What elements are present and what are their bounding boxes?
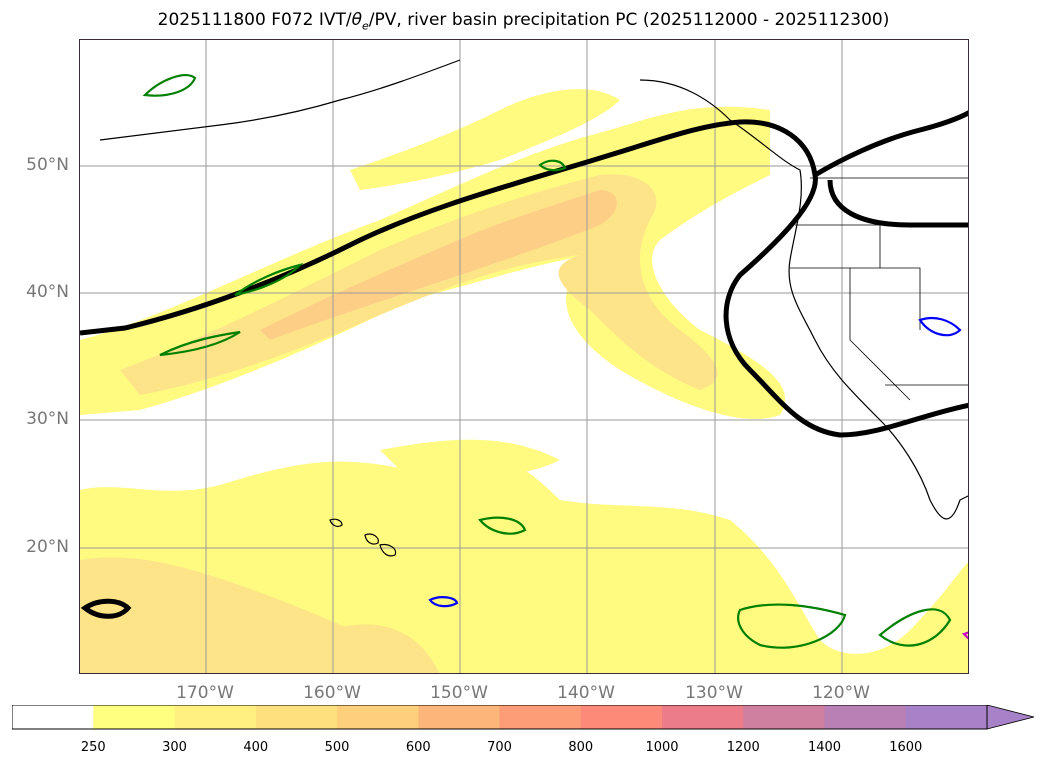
coastline-hawaii-3 xyxy=(379,543,397,557)
border-ca-nv xyxy=(849,268,911,401)
precip-green-7 xyxy=(878,608,952,647)
ivt-400-core xyxy=(260,190,617,340)
colorbar-swatch xyxy=(662,705,744,729)
colorbar-swatch xyxy=(499,705,582,729)
colorbar-tick-label: 1400 xyxy=(807,740,842,755)
colorbar-swatch xyxy=(743,705,826,729)
precip-green-4 xyxy=(538,159,567,172)
colorbar-swatch xyxy=(255,705,338,729)
lat-label-20n: 20°N xyxy=(26,537,69,557)
colorbar-swatch xyxy=(580,705,663,729)
colorbar-tick-label: 1200 xyxy=(726,740,760,755)
colorbar-swatch xyxy=(418,705,501,729)
colorbar-extend-arrow xyxy=(986,705,1035,730)
precip-green-3 xyxy=(159,330,241,357)
ivt-300-band-southeast xyxy=(310,624,439,673)
pv-contour-main xyxy=(80,119,968,438)
pv-contour-east xyxy=(813,110,968,178)
colorbar-outline xyxy=(12,705,988,730)
precip-green-6 xyxy=(737,603,847,649)
colorbar-tick-label: 400 xyxy=(243,740,269,755)
precip-blue-2 xyxy=(918,316,962,337)
precip-green-1 xyxy=(142,74,197,97)
colorbar-tick-label: 800 xyxy=(568,740,594,755)
coastline-hawaii-1 xyxy=(329,518,343,527)
lon-label-170w: 170°W xyxy=(176,683,234,703)
lon-label-120w: 120°W xyxy=(812,683,870,703)
lon-label-130w: 130°W xyxy=(685,683,743,703)
colorbar-swatches xyxy=(12,705,988,729)
lat-label-40n: 40°N xyxy=(26,282,69,302)
precip-green-5 xyxy=(478,516,527,535)
coastline-hawaii-2 xyxy=(364,533,379,545)
colorbar-swatch xyxy=(824,705,907,729)
colorbar-tick-label: 700 xyxy=(487,740,512,755)
pv-contour-closed xyxy=(80,598,132,619)
lon-label-140w: 140°W xyxy=(557,683,615,703)
state-borders xyxy=(790,177,968,401)
figure-title: 2025111800 F072 IVT/θe/PV, river basin p… xyxy=(157,10,890,33)
border-wa-or xyxy=(795,224,881,268)
precip-contours xyxy=(142,74,968,649)
colorbar-tick-label: 1000 xyxy=(645,740,679,755)
precip-blue-1 xyxy=(428,596,459,608)
map-panel xyxy=(79,39,969,674)
colorbar-swatch xyxy=(337,705,419,729)
lat-label-30n: 30°N xyxy=(26,409,69,429)
colorbar-swatch xyxy=(12,705,94,729)
colorbar-swatch xyxy=(93,705,176,729)
lon-label-160w: 160°W xyxy=(303,683,361,703)
lat-label-50n: 50°N xyxy=(26,155,69,175)
coastline-alaska-aleutians xyxy=(99,59,461,141)
colorbar xyxy=(12,705,1035,730)
colorbar-tick-label: 600 xyxy=(405,740,431,755)
lon-label-150w: 150°W xyxy=(430,683,488,703)
border-or-ca xyxy=(790,267,921,330)
precip-magenta-1 xyxy=(961,631,968,640)
colorbar-swatch xyxy=(905,705,988,729)
pv-contour-ridge xyxy=(827,179,968,228)
colorbar-tick-label: 1600 xyxy=(889,740,923,755)
colorbar-tick-label: 300 xyxy=(162,740,187,755)
ivt-250-band-northpacific xyxy=(350,89,620,190)
graticule xyxy=(80,40,968,673)
map-svg xyxy=(80,40,968,673)
precip-green-2 xyxy=(234,262,304,297)
colorbar-swatch xyxy=(174,705,257,729)
colorbar-tick-label: 500 xyxy=(324,740,350,755)
ivt-250-band-center xyxy=(380,439,560,477)
colorbar-tick-label: 250 xyxy=(80,740,106,755)
